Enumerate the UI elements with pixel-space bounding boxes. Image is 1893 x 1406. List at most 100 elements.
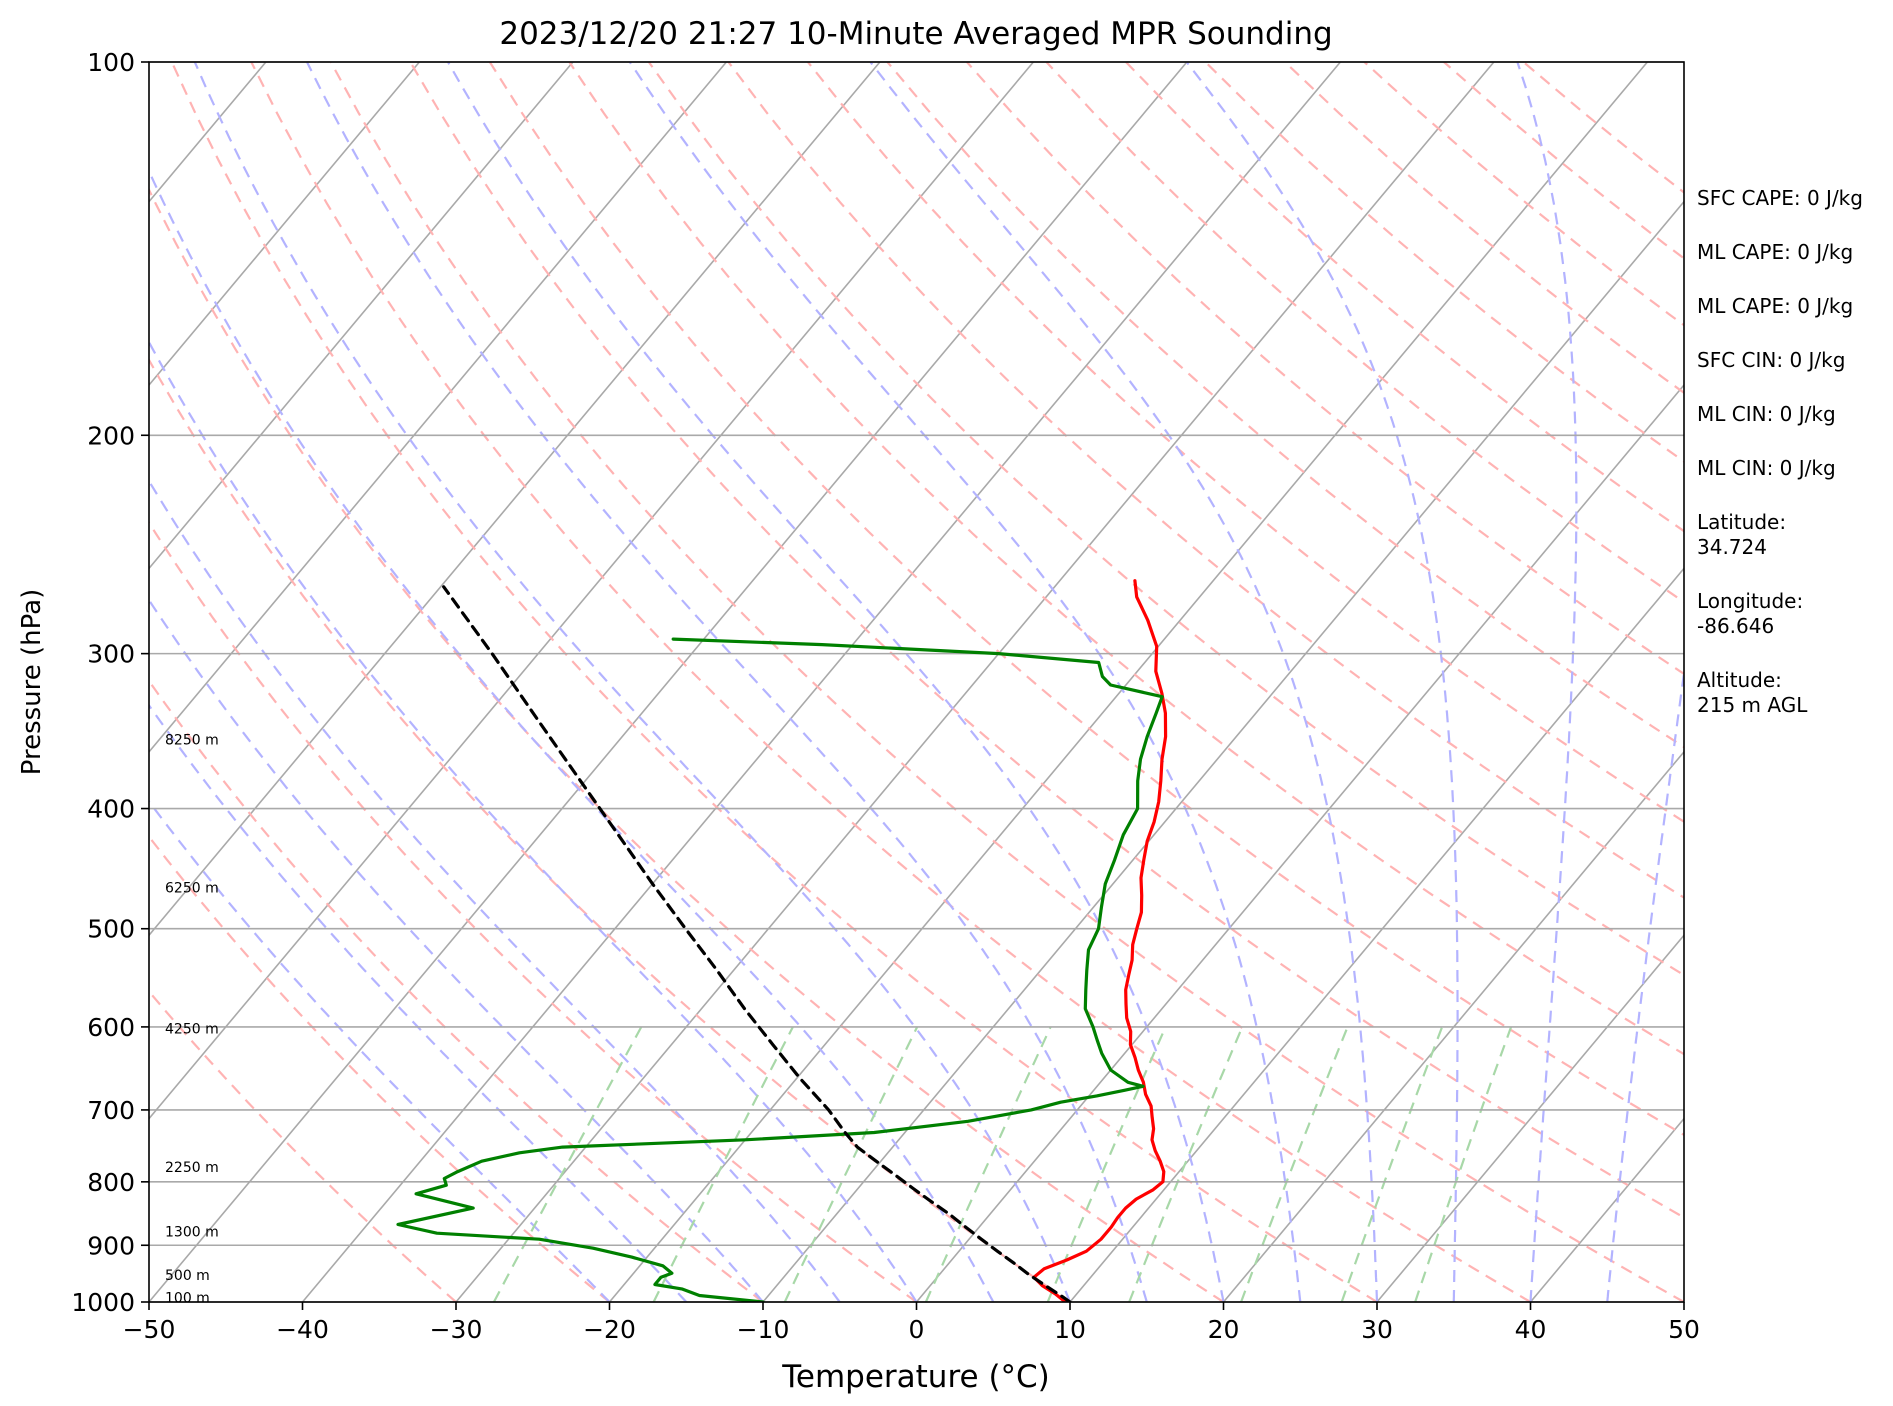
isotherm-line [149,62,574,570]
height-label: 8250 m [165,733,219,749]
dry-adiabat [568,62,1684,1056]
dry-adiabat [149,520,918,1302]
mixing-ratio-line [492,1026,643,1302]
y-tick-label: 100 [87,48,135,77]
isotherm-line [455,62,1495,1302]
series-layer [396,579,1168,1302]
dry-adiabat [329,62,1684,1302]
x-axis-label: Temperature (°C) [781,1359,1050,1395]
ml-cape-text-2: ML CAPE: 0 J/kg [1697,294,1854,318]
isotherm-line [762,200,1684,1302]
moist-adiabat [628,62,1302,1302]
isotherm-line [1376,933,1684,1302]
moist-adiabat [193,62,1072,1302]
mixing-ratio-line [1128,1026,1244,1302]
moist-adiabat [1606,664,1684,1302]
latitude-block: Latitude: 34.724 [1697,510,1887,560]
dry-adiabat [807,62,1684,824]
dry-adiabat [149,989,457,1302]
height-label: 6250 m [165,880,219,896]
mixing-ratio-line [1414,1026,1513,1302]
latitude-value: 34.724 [1697,535,1767,559]
dry-adiabat [488,62,1684,1137]
moist-adiabat [149,479,841,1302]
x-tick-label: −50 [123,1315,176,1344]
dry-adiabat [409,62,1684,1219]
height-label: 2250 m [165,1160,219,1176]
altitude-label: Altitude: [1697,668,1782,692]
isotherm-line [149,62,727,754]
x-tick-label: 50 [1668,1315,1700,1344]
x-tick-label: −40 [276,1315,329,1344]
x-tick-label: 20 [1208,1315,1240,1344]
dewpoint-line [396,637,1164,1302]
altitude-value: 215 m AGL [1697,693,1808,717]
height-label: 4250 m [165,1022,219,1038]
mixing-ratio-line [783,1026,919,1302]
y-tick-label: 600 [87,1013,135,1042]
isotherm-line [149,62,1034,1120]
longitude-label: Longitude: [1697,589,1804,613]
ml-cin-text: ML CIN: 0 J/kg [1697,402,1836,426]
isotherm-line [915,383,1684,1302]
temperature-line [1032,579,1168,1302]
y-axis-ticks: 100 200 300 400 500 600 700 800 900 1000 [71,48,149,1317]
y-tick-label: 500 [87,915,135,944]
ml-cin-text-2: ML CIN: 0 J/kg [1697,456,1836,480]
isotherm-line [608,62,1648,1302]
mixing-ratio-line [652,1026,794,1302]
chart-title: 2023/12/20 21:27 10-Minute Averaged MPR … [499,16,1332,52]
height-label: 1300 m [165,1224,219,1240]
y-tick-label: 700 [87,1096,135,1125]
dry-adiabat [966,62,1684,676]
mixing-ratio-line [1340,1026,1444,1302]
moist-adiabat [447,62,1225,1302]
ml-cape-text: ML CAPE: 0 J/kg [1697,240,1854,264]
height-label: 100 m [165,1291,210,1307]
y-axis-label: Pressure (hPa) [17,589,47,776]
x-tick-label: 0 [909,1315,925,1344]
sounding-info-panel: SFC CAPE: 0 J/kg ML CAPE: 0 J/kg ML CAPE… [1697,186,1887,747]
y-tick-label: 900 [87,1231,135,1260]
y-tick-label: 400 [87,795,135,824]
x-tick-label: 40 [1515,1315,1547,1344]
y-tick-label: 1000 [71,1288,135,1317]
mixing-ratio-line [1240,1026,1349,1302]
longitude-block: Longitude: -86.646 [1697,589,1887,639]
moist-adiabat [149,703,688,1302]
dry-adiabat [149,679,764,1302]
isotherm-line [149,62,881,937]
x-tick-label: 30 [1361,1315,1393,1344]
isotherm-line [149,62,1188,1302]
moist-adiabat [149,799,611,1302]
moist-adiabat [149,168,995,1302]
latitude-label: Latitude: [1697,510,1787,534]
moist-adiabat [149,339,918,1302]
dry-adiabat [149,187,1225,1302]
y-tick-label: 800 [87,1168,135,1197]
longitude-value: -86.646 [1697,614,1775,638]
sfc-cape-text: SFC CAPE: 0 J/kg [1697,186,1863,210]
pressure-gridlines [149,61,1684,1303]
sfc-cin-text: SFC CIN: 0 J/kg [1697,348,1846,372]
isotherm-line [1069,567,1684,1302]
x-tick-label: −20 [583,1315,636,1344]
plot-frame [148,61,1685,1303]
x-tick-label: 10 [1054,1315,1086,1344]
moist-adiabat [149,598,764,1302]
dry-adiabat [170,62,1378,1302]
dry-adiabat [886,62,1684,749]
height-label: 500 m [165,1268,210,1284]
isotherm-line [301,62,1341,1302]
x-axis-ticks: −50 −40 −30 −20 −10 0 10 20 30 40 50 [123,1302,1700,1344]
isotherm-line [1222,750,1684,1302]
y-tick-label: 200 [87,421,135,450]
x-tick-label: −10 [737,1315,790,1344]
parcel-line [442,585,1072,1302]
moist-adiabat [869,62,1379,1302]
background-lines [149,62,1684,1302]
moist-adiabat [1516,62,1578,1302]
dry-adiabat [250,62,1532,1302]
dry-adiabat [149,357,1071,1302]
